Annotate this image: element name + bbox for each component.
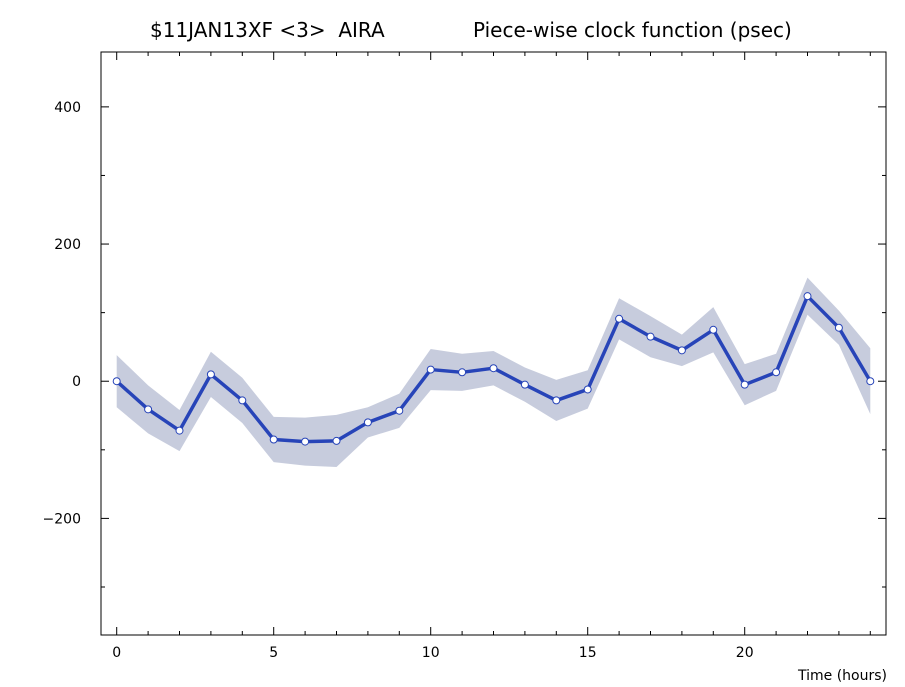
axis-tick-labels: 0 5 10 15 20 −200 0 200 400 xyxy=(43,100,754,661)
data-point xyxy=(175,426,184,435)
data-point xyxy=(363,418,372,427)
data-point xyxy=(332,436,341,445)
x-axis-title: Time (hours) xyxy=(797,668,887,684)
uncertainty-band xyxy=(116,277,871,467)
data-point xyxy=(646,332,655,341)
data-point xyxy=(583,385,592,394)
y-tick-label: −200 xyxy=(43,511,81,527)
y-tick-label: 400 xyxy=(54,100,81,116)
data-point xyxy=(834,323,843,332)
station-name: AIRA xyxy=(338,18,385,42)
experiment-name: $11JAN13XF <3> xyxy=(150,18,326,42)
data-point xyxy=(269,435,278,444)
data-point xyxy=(615,314,624,323)
axis-ticks xyxy=(101,52,886,635)
plot-frame xyxy=(100,51,887,636)
data-point-layer xyxy=(112,292,875,446)
x-tick-label: 10 xyxy=(422,645,440,661)
experiment-station-title: $11JAN13XF <3> AIRA xyxy=(150,18,385,42)
x-tick-label: 20 xyxy=(736,645,754,661)
data-point xyxy=(866,377,875,386)
uncertainty-band-layer xyxy=(116,277,871,467)
x-tick-label: 15 xyxy=(579,645,597,661)
y-tick-label: 0 xyxy=(72,374,81,390)
data-point xyxy=(206,370,215,379)
data-point xyxy=(238,396,247,405)
data-point xyxy=(772,368,781,377)
x-tick-label: 0 xyxy=(112,645,121,661)
data-point xyxy=(112,377,121,386)
data-point xyxy=(426,365,435,374)
data-point xyxy=(520,380,529,389)
function-title: Piece-wise clock function (psec) xyxy=(473,18,792,42)
data-point xyxy=(395,406,404,415)
data-point xyxy=(552,396,561,405)
data-point xyxy=(301,437,310,446)
data-point xyxy=(740,380,749,389)
x-tick-label: 5 xyxy=(269,645,278,661)
data-point xyxy=(709,325,718,334)
data-point xyxy=(144,405,153,414)
data-point xyxy=(677,346,686,355)
data-point xyxy=(803,292,812,301)
data-point xyxy=(458,368,467,377)
data-point xyxy=(489,364,498,373)
y-tick-label: 200 xyxy=(54,237,81,253)
